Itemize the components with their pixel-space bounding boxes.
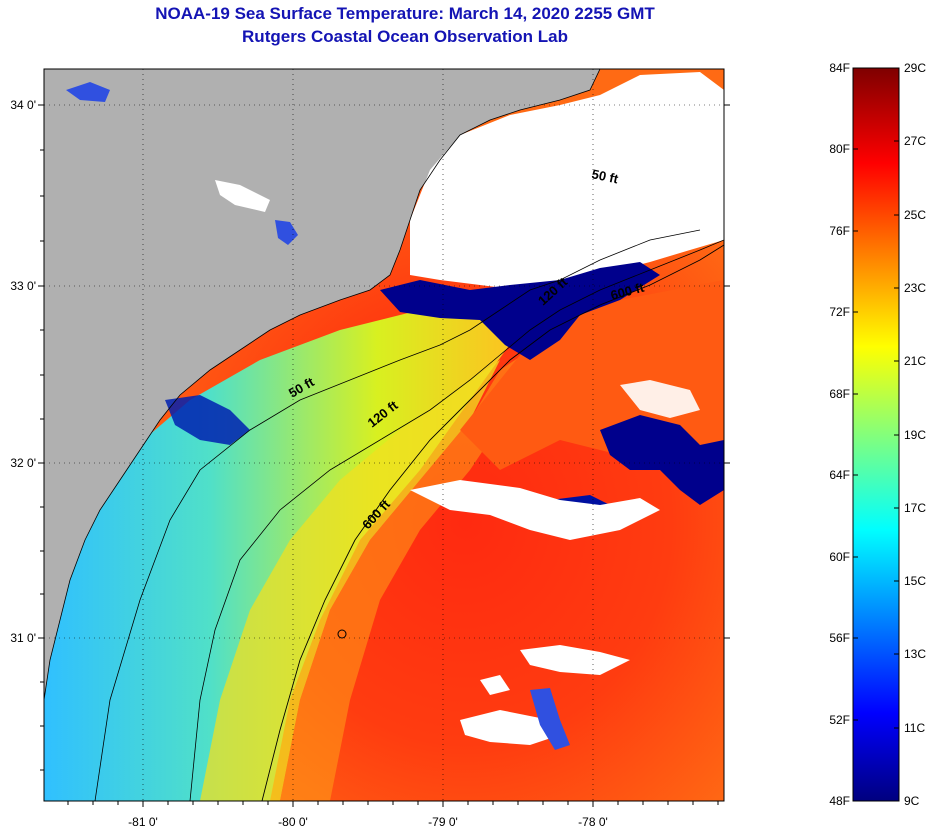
cold-patch-4 bbox=[165, 395, 250, 445]
map-image bbox=[44, 69, 724, 801]
colorbar-f-label: 60F bbox=[829, 550, 850, 564]
transition-band bbox=[280, 350, 530, 801]
colorbar-c-label: 23C bbox=[904, 281, 927, 295]
colorbar-f-label: 72F bbox=[829, 305, 850, 319]
colorbar-c-label: 21C bbox=[904, 354, 927, 368]
colorbar-c-label: 9C bbox=[904, 794, 920, 808]
colorbar-c-label: 17C bbox=[904, 501, 927, 515]
colorbar-ticks bbox=[853, 67, 899, 802]
colorbar-c-label: 11C bbox=[904, 721, 926, 735]
colorbar-c-label: 13C bbox=[904, 647, 927, 661]
shelf-break-band bbox=[200, 360, 500, 801]
lake-1 bbox=[66, 82, 110, 102]
colorbar-f-label: 80F bbox=[829, 142, 850, 156]
grid bbox=[44, 69, 724, 801]
map-title: NOAA-19 Sea Surface Temperature: March 1… bbox=[155, 4, 655, 23]
lon-label-80: -80 0' bbox=[278, 815, 308, 829]
contour-600ft bbox=[261, 244, 724, 801]
shelf-water bbox=[44, 300, 520, 801]
lon-label-79: -79 0' bbox=[428, 815, 458, 829]
lake-3 bbox=[275, 220, 298, 245]
colorbar-c-label: 15C bbox=[904, 574, 927, 588]
contour-50ft bbox=[94, 229, 701, 801]
cold-patch-5 bbox=[530, 688, 570, 750]
axis-ticks bbox=[38, 104, 730, 807]
lon-label-78: -78 0' bbox=[578, 815, 608, 829]
cloud-south-1 bbox=[520, 645, 630, 675]
colorbar bbox=[852, 67, 900, 802]
colorbar-f-label: 68F bbox=[829, 387, 850, 401]
lat-label-33: 33 0' bbox=[10, 279, 36, 293]
coastline bbox=[44, 69, 601, 701]
colorbar-c-label: 27C bbox=[904, 134, 927, 148]
colorbar-f-label: 64F bbox=[829, 468, 850, 482]
colorbar-f-label: 48F bbox=[829, 794, 850, 808]
map-frame bbox=[43, 68, 725, 802]
lat-label-31: 31 0' bbox=[10, 631, 36, 645]
cloud-mid bbox=[410, 480, 660, 540]
colorbar-f-label: 52F bbox=[829, 713, 850, 727]
cloud-east bbox=[620, 380, 700, 418]
cold-patch-2 bbox=[600, 415, 724, 505]
lat-label-32: 32 0' bbox=[10, 456, 36, 470]
colorbar-c-label: 25C bbox=[904, 208, 927, 222]
station-marker bbox=[337, 629, 347, 639]
lon-label-81: -81 0' bbox=[128, 815, 158, 829]
cloud-ne bbox=[410, 72, 724, 290]
colorbar-f-label: 56F bbox=[829, 631, 850, 645]
colorbar-f-label: 76F bbox=[829, 224, 850, 238]
cloud-south-3 bbox=[480, 675, 510, 695]
land bbox=[44, 69, 600, 700]
cloud-south-2 bbox=[460, 710, 560, 745]
colorbar-f-label: 84F bbox=[829, 61, 850, 75]
colorbar-c-label: 19C bbox=[904, 428, 927, 442]
cold-patch-1 bbox=[380, 262, 660, 360]
colorbar-c-label: 29C bbox=[904, 61, 927, 75]
lat-label-34: 34 0' bbox=[10, 98, 36, 112]
map-subtitle: Rutgers Coastal Ocean Observation Lab bbox=[242, 27, 568, 46]
contour-label-50ft-east: 50 ft bbox=[590, 166, 620, 186]
lake-2 bbox=[215, 180, 270, 212]
contour-120ft bbox=[189, 239, 724, 801]
